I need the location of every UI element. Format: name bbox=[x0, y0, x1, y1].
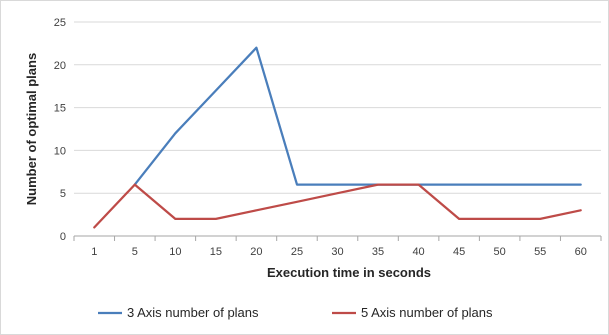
y-axis-title: Number of optimal plans bbox=[24, 53, 39, 205]
x-tick-label: 50 bbox=[494, 246, 506, 258]
x-tick-label: 10 bbox=[169, 246, 181, 258]
x-axis-ticks: 1 5 10 15 20 25 30 35 40 45 50 55 60 bbox=[91, 246, 587, 258]
legend-label-2: 5 Axis number of plans bbox=[361, 305, 493, 320]
series-line-2 bbox=[93, 183, 582, 229]
x-tick-label: 60 bbox=[575, 246, 587, 258]
x-tick-label: 45 bbox=[453, 246, 465, 258]
legend-label-1: 3 Axis number of plans bbox=[127, 305, 259, 320]
series-line-1 bbox=[133, 46, 582, 186]
x-tick-label: 25 bbox=[291, 246, 303, 258]
y-tick-label: 5 bbox=[60, 188, 66, 200]
gridlines bbox=[74, 21, 601, 194]
x-tick-label: 40 bbox=[412, 246, 424, 258]
y-tick-label: 15 bbox=[54, 103, 66, 115]
x-tick-label: 20 bbox=[250, 246, 262, 258]
x-tick-label: 15 bbox=[210, 246, 222, 258]
y-tick-label: 25 bbox=[54, 17, 66, 29]
x-tick-label: 35 bbox=[372, 246, 384, 258]
y-tick-label: 0 bbox=[60, 231, 66, 243]
x-axis-title: Execution time in seconds bbox=[267, 265, 431, 280]
x-axis bbox=[73, 235, 602, 241]
y-tick-label: 10 bbox=[54, 145, 66, 157]
x-tick-label: 30 bbox=[331, 246, 343, 258]
x-tick-label: 1 bbox=[91, 246, 97, 258]
y-tick-label: 20 bbox=[54, 60, 66, 72]
x-tick-label: 55 bbox=[534, 246, 546, 258]
series-lines bbox=[93, 46, 582, 229]
legend: 3 Axis number of plans 5 Axis number of p… bbox=[98, 305, 493, 320]
y-axis-ticks: 0 5 10 15 20 25 bbox=[54, 17, 66, 243]
x-tick-label: 5 bbox=[132, 246, 138, 258]
